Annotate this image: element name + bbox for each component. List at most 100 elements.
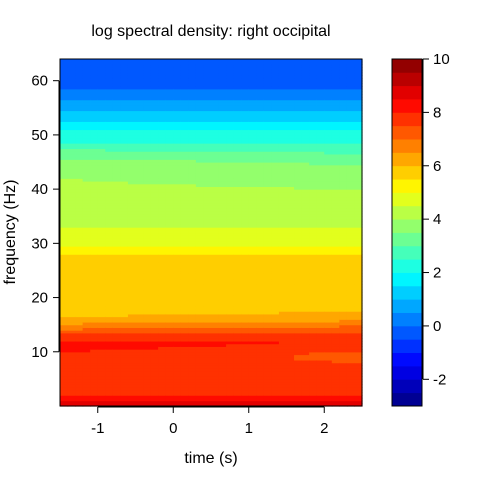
heatmap-cell <box>97 340 106 345</box>
heatmap-cell <box>233 80 242 84</box>
heatmap-cell <box>97 224 106 228</box>
heatmap-cell <box>60 278 69 282</box>
heatmap-cell <box>241 153 250 158</box>
heatmap-cell <box>195 286 205 291</box>
heatmap-cell <box>248 61 257 66</box>
heatmap-cell <box>203 330 212 334</box>
heatmap-cell <box>60 368 69 372</box>
heatmap-cell <box>331 99 340 103</box>
heatmap-cell <box>263 313 272 318</box>
heatmap-cell <box>316 343 325 347</box>
heatmap-cell <box>324 164 333 169</box>
heatmap-cell <box>127 175 137 179</box>
heatmap-cell <box>211 224 220 228</box>
heatmap-cell <box>135 370 144 375</box>
heatmap-cell <box>203 162 212 166</box>
heatmap-cell <box>112 305 121 310</box>
heatmap-cell <box>248 143 257 147</box>
heatmap-cell <box>256 332 265 337</box>
heatmap-cell <box>263 235 272 239</box>
heatmap-cell <box>339 194 348 198</box>
heatmap-cell <box>316 284 325 288</box>
heatmap-cell <box>294 132 303 136</box>
heatmap-cell <box>60 94 69 98</box>
heatmap-cell <box>286 80 295 84</box>
heatmap-cell <box>127 77 137 82</box>
heatmap-cell <box>316 278 325 282</box>
heatmap-cell <box>105 319 114 323</box>
heatmap-cell <box>120 126 129 131</box>
heatmap-cell <box>143 151 152 155</box>
heatmap-cell <box>241 368 250 372</box>
heatmap-cell <box>158 381 167 385</box>
heatmap-cell <box>135 384 144 388</box>
heatmap-cell <box>195 262 205 266</box>
heatmap-cell <box>120 67 129 71</box>
heatmap-cell <box>248 387 257 391</box>
heatmap-cell <box>324 251 333 255</box>
heatmap-cell <box>248 275 257 280</box>
heatmap-cell <box>256 126 265 131</box>
heatmap-cell <box>143 362 152 366</box>
heatmap-cell <box>271 248 280 253</box>
heatmap-cell <box>346 278 356 282</box>
heatmap-cell <box>60 292 69 296</box>
heatmap-cell <box>233 175 242 179</box>
heatmap-cell <box>256 72 265 76</box>
heatmap-cell <box>135 229 144 234</box>
heatmap-cell <box>226 175 235 179</box>
heatmap-cell <box>135 94 144 98</box>
heatmap-cell <box>112 159 121 163</box>
heatmap-cell <box>105 159 114 163</box>
heatmap-cell <box>180 243 189 247</box>
heatmap-cell <box>60 132 69 136</box>
heatmap-cell <box>339 395 348 399</box>
heatmap-cell <box>90 170 99 174</box>
heatmap-cell <box>82 330 91 334</box>
heatmap-cell <box>165 286 174 291</box>
heatmap-cell <box>82 140 91 144</box>
heatmap-cell <box>97 381 106 385</box>
heatmap-cell <box>346 159 356 163</box>
heatmap-cell <box>248 118 257 122</box>
heatmap-cell <box>75 273 84 277</box>
heatmap-cell <box>90 61 99 66</box>
heatmap-cell <box>331 159 340 163</box>
heatmap-cell <box>82 199 91 204</box>
heatmap-cell <box>316 229 325 234</box>
heatmap-cell <box>278 175 288 179</box>
heatmap-cell <box>248 308 257 312</box>
heatmap-cell <box>165 208 174 212</box>
heatmap-cell <box>278 232 288 236</box>
heatmap-cell <box>97 267 106 272</box>
heatmap-cell <box>188 88 197 93</box>
heatmap-cell <box>195 246 205 250</box>
heatmap-cell <box>180 218 189 223</box>
heatmap-cell <box>211 113 220 117</box>
heatmap-cell <box>150 267 159 272</box>
heatmap-cell <box>248 332 257 337</box>
heatmap-cell <box>158 362 167 366</box>
heatmap-cell <box>294 265 303 269</box>
heatmap-cell <box>82 232 91 236</box>
heatmap-cell <box>135 83 144 87</box>
heatmap-cell <box>112 248 121 253</box>
heatmap-cell <box>241 102 250 106</box>
heatmap-cell <box>135 302 144 307</box>
heatmap-cell <box>82 346 91 350</box>
heatmap-cell <box>120 311 129 315</box>
heatmap-cell <box>271 319 280 323</box>
heatmap-cell <box>188 75 197 79</box>
heatmap-cell <box>135 330 144 334</box>
heatmap-cell <box>346 286 356 291</box>
heatmap-cell <box>75 330 84 334</box>
heatmap-cell <box>75 327 84 331</box>
heatmap-cell <box>294 88 303 93</box>
heatmap-cell <box>150 91 159 95</box>
heatmap-cell <box>105 115 114 120</box>
heatmap-cell <box>286 221 295 225</box>
heatmap-cell <box>218 61 227 66</box>
heatmap-cell <box>165 362 174 366</box>
heatmap-cell <box>339 297 348 301</box>
heatmap-cell <box>165 191 174 196</box>
